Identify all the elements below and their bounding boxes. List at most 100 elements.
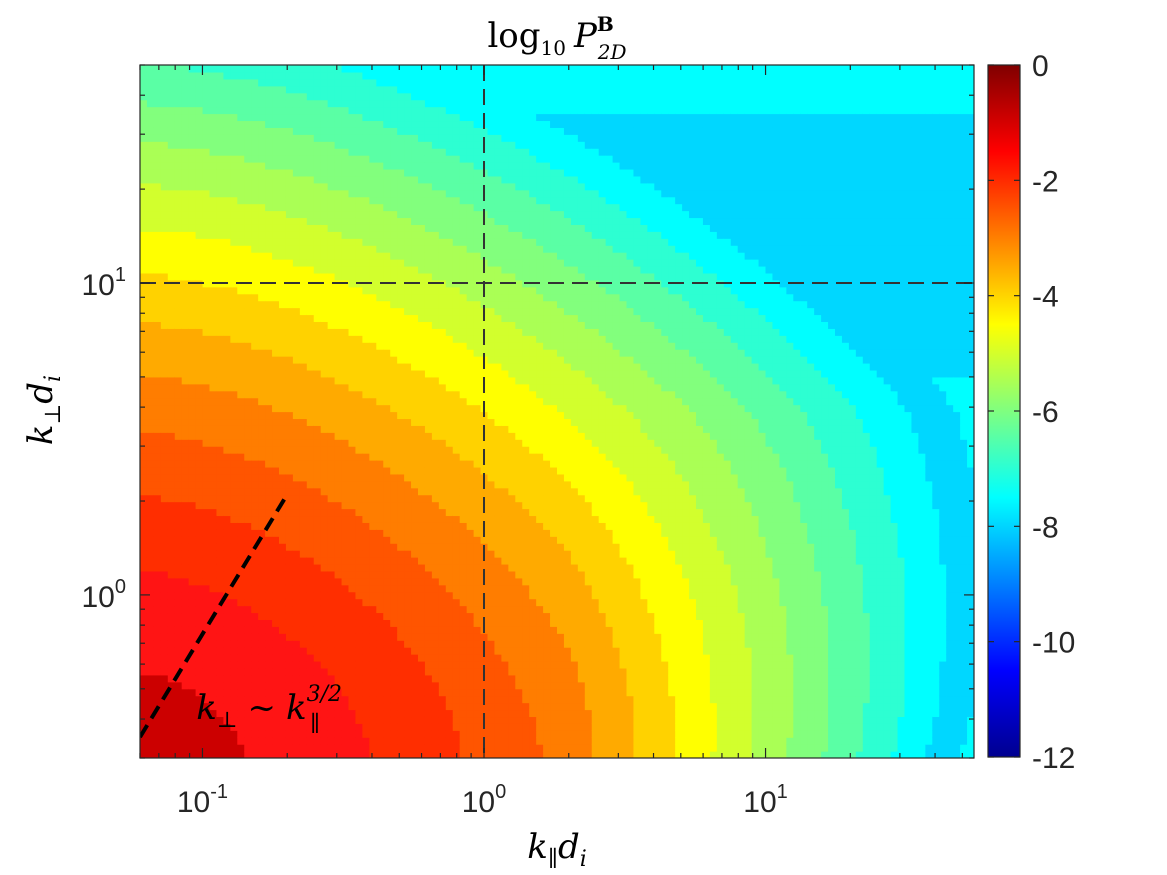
contour-cell bbox=[216, 432, 224, 440]
contour-cell bbox=[160, 120, 169, 128]
contour-cell bbox=[445, 259, 454, 267]
contour-cell bbox=[473, 307, 482, 316]
contour-cell bbox=[285, 259, 294, 267]
contour-cell bbox=[376, 362, 384, 371]
contour-cell bbox=[258, 127, 266, 135]
contour-cell bbox=[397, 647, 405, 655]
contour-cell bbox=[237, 716, 245, 724]
contour-cell bbox=[376, 570, 384, 579]
contour-cell bbox=[279, 404, 287, 413]
contour-cell bbox=[320, 397, 329, 406]
contour-cell bbox=[431, 453, 440, 461]
contour-cell bbox=[209, 328, 218, 336]
contour-cell bbox=[376, 730, 384, 738]
contour-cell bbox=[223, 259, 231, 267]
contour-cell bbox=[362, 106, 370, 115]
contour-cell bbox=[265, 605, 273, 614]
contour-cell bbox=[424, 647, 433, 655]
contour-cell bbox=[411, 390, 419, 399]
contour-cell bbox=[418, 307, 426, 316]
contour-cell bbox=[174, 411, 183, 420]
contour-cell bbox=[418, 660, 426, 669]
contour-cell bbox=[438, 446, 447, 454]
contour-cell bbox=[369, 446, 377, 454]
contour-cell bbox=[188, 439, 197, 447]
contour-cell bbox=[195, 78, 204, 87]
contour-cell bbox=[390, 245, 398, 253]
contour-cell bbox=[383, 259, 391, 267]
contour-cell bbox=[244, 411, 252, 420]
contour-cell bbox=[292, 196, 301, 205]
contour-cell bbox=[390, 557, 398, 565]
contour-cell bbox=[153, 598, 162, 607]
contour-cell bbox=[355, 335, 363, 343]
contour-cell bbox=[376, 446, 384, 454]
contour-cell bbox=[390, 71, 398, 80]
contour-cell bbox=[404, 127, 412, 135]
contour-cell bbox=[313, 654, 322, 662]
contour-cell bbox=[466, 231, 475, 239]
contour-cell bbox=[202, 356, 211, 364]
contour-cell bbox=[473, 633, 482, 641]
contour-cell bbox=[362, 390, 370, 399]
contour-cell bbox=[279, 744, 287, 752]
contour-cell bbox=[306, 376, 315, 385]
contour-cell bbox=[313, 612, 322, 620]
contour-cell bbox=[265, 113, 273, 122]
contour-cell bbox=[230, 695, 238, 704]
contour-cell bbox=[195, 85, 204, 94]
contour-cell bbox=[202, 106, 211, 115]
contour-cell bbox=[452, 397, 461, 406]
contour-cell bbox=[258, 335, 266, 343]
contour-cell bbox=[376, 591, 384, 600]
contour-cell bbox=[334, 626, 343, 634]
contour-cell bbox=[473, 231, 482, 239]
contour-cell bbox=[216, 78, 224, 87]
contour-cell bbox=[445, 113, 454, 122]
contour-cell bbox=[237, 127, 245, 135]
contour-cell bbox=[452, 390, 461, 399]
contour-cell bbox=[140, 660, 148, 669]
contour-cell bbox=[306, 702, 315, 711]
contour-cell bbox=[459, 259, 468, 267]
contour-cell bbox=[355, 688, 363, 697]
contour-cell bbox=[140, 335, 148, 343]
contour-cell bbox=[216, 356, 224, 364]
contour-cell bbox=[244, 501, 252, 510]
contour-cell bbox=[397, 570, 405, 579]
contour-cell bbox=[390, 723, 398, 731]
contour-cell bbox=[404, 300, 412, 309]
contour-cell bbox=[452, 335, 461, 343]
contour-cell bbox=[140, 203, 148, 212]
contour-cell bbox=[299, 737, 308, 745]
contour-cell bbox=[292, 217, 301, 225]
contour-cell bbox=[258, 681, 266, 690]
contour-cell bbox=[230, 134, 238, 142]
contour-cell bbox=[146, 293, 155, 302]
contour-cell bbox=[299, 390, 308, 399]
contour-cell bbox=[390, 210, 398, 219]
contour-cell bbox=[383, 168, 391, 177]
contour-cell bbox=[341, 397, 350, 406]
contour-cell bbox=[459, 71, 468, 80]
contour-cell bbox=[424, 272, 433, 281]
contour-cell bbox=[223, 688, 231, 697]
contour-cell bbox=[216, 265, 224, 274]
contour-cell bbox=[202, 203, 211, 212]
contour-cell bbox=[424, 667, 433, 676]
contour-cell bbox=[258, 182, 266, 191]
contour-cell bbox=[390, 259, 398, 267]
contour-cell bbox=[452, 515, 461, 523]
contour-cell bbox=[362, 397, 370, 406]
contour-cell bbox=[140, 162, 148, 170]
contour-cell bbox=[272, 605, 280, 614]
contour-cell bbox=[452, 536, 461, 544]
contour-cell bbox=[202, 175, 211, 184]
contour-cell bbox=[223, 120, 231, 128]
contour-cell bbox=[216, 203, 224, 212]
contour-cell bbox=[195, 259, 204, 267]
contour-cell bbox=[431, 155, 440, 163]
contour-cell bbox=[216, 723, 224, 731]
contour-cell bbox=[320, 598, 329, 607]
contour-cell bbox=[285, 189, 294, 198]
